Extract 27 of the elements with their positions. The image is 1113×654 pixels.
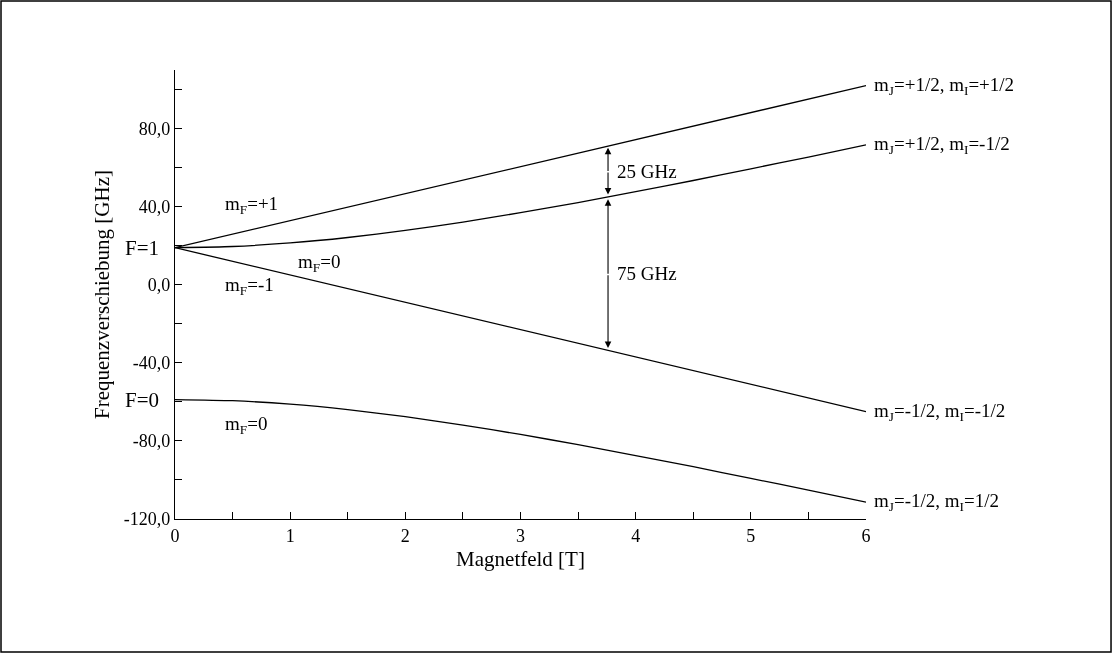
y-tick-label: -120,0 <box>123 509 171 530</box>
x-tick-label: 5 <box>746 525 756 546</box>
annotation: m$_{F}$=0 <box>298 251 341 275</box>
y-tick-label: 80,0 <box>138 118 171 139</box>
y-tick-label: -80,0 <box>132 431 171 452</box>
text: F=0 <box>125 388 160 412</box>
annotation: 25 GHz <box>617 161 677 182</box>
series-label: m$_{J}$=-1/2, m$_{I}$=1/2 <box>874 490 1000 514</box>
x-tick-label: 1 <box>285 525 295 546</box>
annotation: m$_{F}$=0 <box>225 413 268 437</box>
series-label: m$_{J}$=+1/2, m$_{I}$=-1/2 <box>874 133 1010 157</box>
y-tick-label: -40,0 <box>132 353 171 374</box>
x-tick-label: 3 <box>516 525 525 546</box>
x-tick-label: 4 <box>631 525 641 546</box>
y-tick-label: 40,0 <box>138 196 171 217</box>
annotation: m$_{F}$=-1 <box>225 274 274 298</box>
annotation: 75 GHz <box>617 263 677 284</box>
x-tick-label: 6 <box>861 525 871 546</box>
series-label: m$_{J}$=+1/2, m$_{I}$=+1/2 <box>874 74 1015 98</box>
text: F=1 <box>125 236 160 260</box>
x-axis-title: Magnetfeld [T] <box>456 546 585 571</box>
y-axis-title: Frequenzverschiebung [GHz] <box>89 170 114 419</box>
y-tick-label: 0,0 <box>147 275 171 296</box>
series-label: m$_{J}$=-1/2, m$_{I}$=-1/2 <box>874 400 1006 424</box>
x-tick-label: 0 <box>170 525 180 546</box>
x-tick-label: 2 <box>400 525 410 546</box>
annotation: m$_{F}$=+1 <box>225 193 279 217</box>
